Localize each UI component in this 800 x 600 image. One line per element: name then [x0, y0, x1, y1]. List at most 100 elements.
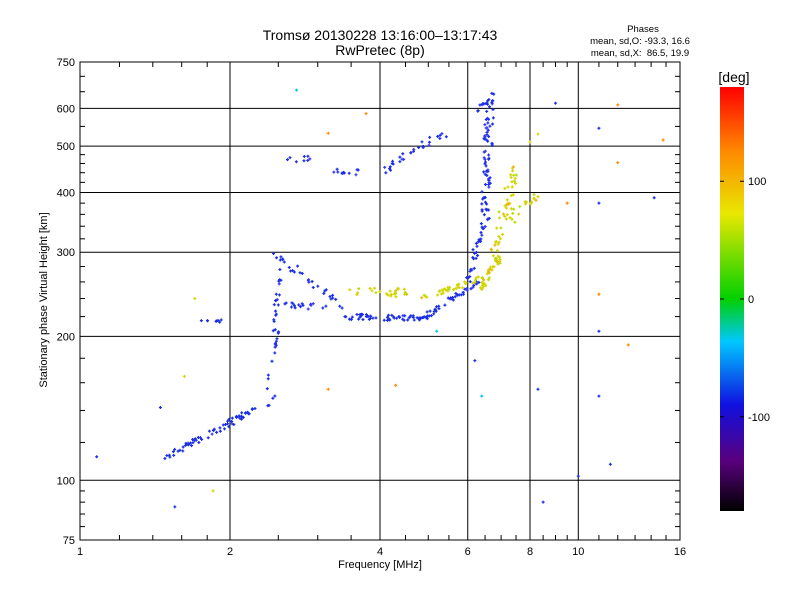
- echo-point: [388, 318, 392, 322]
- echo-point: [230, 420, 234, 424]
- echo-point: [452, 288, 456, 292]
- echo-point: [438, 136, 442, 140]
- echo-point: [536, 132, 540, 136]
- echo-point: [281, 258, 285, 262]
- echo-point: [472, 266, 476, 270]
- echo-point: [398, 160, 402, 164]
- echo-point: [487, 178, 491, 182]
- echo-point: [509, 175, 513, 179]
- y-tick-label: 300: [57, 247, 75, 259]
- echo-point: [454, 287, 458, 291]
- echo-point: [350, 315, 354, 319]
- echo-point: [206, 319, 210, 323]
- echo-point: [276, 303, 280, 307]
- echo-point: [301, 303, 305, 307]
- echo-point: [507, 202, 511, 206]
- echo-point: [480, 276, 484, 280]
- echo-point: [331, 293, 335, 297]
- echo-point: [472, 283, 476, 287]
- echo-point: [453, 295, 457, 299]
- echo-point: [661, 138, 665, 142]
- echo-point: [513, 176, 517, 180]
- echo-point: [465, 287, 469, 291]
- echo-point: [436, 293, 440, 297]
- echo-point: [354, 173, 358, 177]
- echo-point: [364, 315, 368, 319]
- echo-point: [329, 297, 333, 301]
- echo-point: [294, 160, 298, 164]
- echo-point: [215, 319, 218, 323]
- echo-point: [434, 308, 438, 312]
- echo-point: [426, 314, 430, 318]
- echo-point: [490, 101, 494, 105]
- echo-point: [227, 417, 231, 421]
- echo-point: [222, 427, 226, 431]
- echo-point: [421, 144, 425, 148]
- echo-point: [336, 170, 340, 174]
- x-tick-label: 4: [377, 546, 383, 558]
- echo-point: [273, 342, 277, 346]
- echo-point: [488, 124, 492, 128]
- echo-point: [266, 373, 270, 377]
- echo-point: [388, 165, 392, 169]
- echo-point: [273, 328, 277, 332]
- echo-point: [240, 411, 244, 415]
- echo-point: [486, 170, 490, 174]
- echo-point: [440, 288, 444, 292]
- echo-point: [270, 359, 274, 363]
- echo-point: [487, 156, 491, 160]
- echo-point: [497, 210, 501, 214]
- echo-point: [443, 303, 447, 307]
- echo-point: [486, 278, 490, 282]
- echo-point: [480, 103, 484, 107]
- echo-point: [326, 131, 330, 135]
- echo-point: [472, 257, 476, 261]
- x-tick-label: 10: [572, 546, 584, 558]
- echo-point: [285, 158, 289, 162]
- echo-point: [200, 437, 204, 441]
- echo-point: [274, 299, 278, 303]
- echo-point: [497, 234, 501, 238]
- echo-point: [282, 260, 286, 264]
- echo-point: [227, 425, 231, 429]
- echo-point: [626, 343, 630, 347]
- echo-point: [498, 216, 502, 220]
- echo-point: [324, 288, 328, 292]
- echo-point: [485, 109, 489, 113]
- chart-title: Tromsø 20130228 13:16:00–13:17:43: [263, 27, 498, 43]
- echo-point: [374, 291, 378, 295]
- echo-point: [435, 305, 439, 309]
- echo-point: [394, 383, 398, 387]
- echo-point: [405, 292, 409, 296]
- echo-point: [446, 296, 450, 300]
- echo-point: [221, 423, 225, 427]
- echo-point: [483, 123, 487, 127]
- echo-point: [512, 179, 516, 183]
- echo-point: [295, 88, 299, 92]
- echo-point: [422, 293, 426, 297]
- echo-point: [199, 319, 203, 323]
- echo-point: [616, 103, 620, 107]
- echo-point: [429, 314, 433, 318]
- echo-point: [497, 240, 501, 244]
- echo-point: [518, 205, 522, 209]
- echo-point: [460, 286, 464, 290]
- echo-point: [479, 231, 483, 235]
- echo-point: [168, 455, 172, 459]
- echo-point: [484, 126, 488, 130]
- colorbar-tick-label: 100: [748, 176, 766, 188]
- echo-point: [386, 313, 390, 317]
- echo-point: [483, 172, 487, 176]
- echo-point: [511, 193, 515, 197]
- echo-point: [487, 216, 491, 220]
- echo-point: [302, 154, 306, 158]
- y-tick-labels: 75 100 200 300 400 500 600 750: [57, 57, 75, 547]
- echo-point: [401, 152, 405, 156]
- echo-point: [435, 329, 439, 333]
- echo-point: [306, 154, 310, 158]
- echo-point: [289, 305, 293, 309]
- echo-point: [490, 268, 494, 272]
- echo-point: [483, 160, 487, 164]
- echo-point: [443, 287, 447, 291]
- echo-point: [402, 287, 406, 291]
